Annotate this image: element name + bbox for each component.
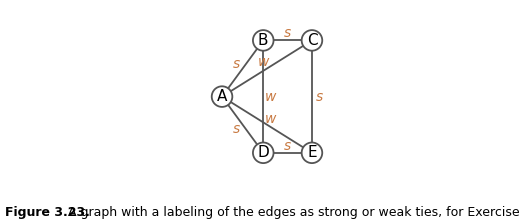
Text: B: B [258, 33, 268, 48]
Text: s: s [284, 139, 291, 153]
Text: s: s [316, 90, 323, 104]
Text: w: w [265, 112, 277, 126]
Text: C: C [307, 33, 317, 48]
Circle shape [302, 30, 322, 51]
Text: s: s [284, 26, 291, 40]
Text: Figure 3.23.: Figure 3.23. [5, 206, 90, 219]
Circle shape [253, 30, 274, 51]
Text: w: w [257, 56, 269, 70]
Text: A graph with a labeling of the edges as strong or weak ties, for Exercise 4.: A graph with a labeling of the edges as … [60, 206, 519, 219]
Text: s: s [233, 57, 240, 71]
Text: D: D [257, 145, 269, 160]
Text: s: s [233, 122, 240, 136]
Text: w: w [265, 90, 276, 104]
Circle shape [253, 142, 274, 163]
Circle shape [302, 142, 322, 163]
Text: E: E [307, 145, 317, 160]
Text: A: A [217, 89, 227, 104]
Circle shape [212, 86, 233, 107]
